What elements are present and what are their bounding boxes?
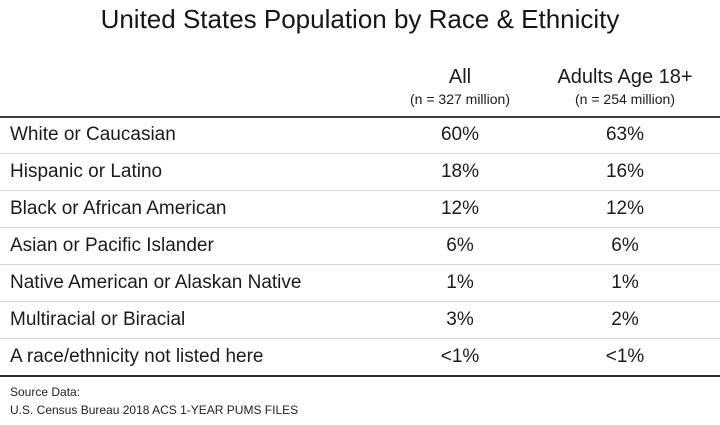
cell-adults-value: 63% xyxy=(530,116,720,155)
table-row: A race/ethnicity not listed here <1% <1% xyxy=(0,338,720,377)
cell-all-value: 12% xyxy=(390,190,530,229)
cell-adults-value: <1% xyxy=(530,338,720,377)
row-label: Native American or Alaskan Native xyxy=(0,264,390,303)
table-row: Native American or Alaskan Native 1% 1% xyxy=(0,264,720,303)
cell-all-value: 60% xyxy=(390,116,530,155)
table-row: Multiracial or Biracial 3% 2% xyxy=(0,301,720,340)
table-header-row: All (n = 327 million) Adults Age 18+ (n … xyxy=(0,34,720,118)
row-label: Asian or Pacific Islander xyxy=(0,227,390,266)
cell-all-value: 18% xyxy=(390,153,530,192)
table-row: Asian or Pacific Islander 6% 6% xyxy=(0,227,720,266)
row-label: Multiracial or Biracial xyxy=(0,301,390,340)
cell-adults-value: 6% xyxy=(530,227,720,266)
cell-adults-value: 1% xyxy=(530,264,720,303)
cell-adults-value: 16% xyxy=(530,153,720,192)
cell-all-value: 1% xyxy=(390,264,530,303)
source-note: Source Data: U.S. Census Bureau 2018 ACS… xyxy=(10,383,720,419)
cell-all-value: 3% xyxy=(390,301,530,340)
column-header-all: All (n = 327 million) xyxy=(390,34,530,118)
row-label: Hispanic or Latino xyxy=(0,153,390,192)
row-label: A race/ethnicity not listed here xyxy=(0,338,390,377)
column-header-adults-subtitle: (n = 254 million) xyxy=(575,90,675,107)
table-row: Black or African American 12% 12% xyxy=(0,190,720,229)
page-title: United States Population by Race & Ethni… xyxy=(100,4,620,34)
cell-adults-value: 12% xyxy=(530,190,720,229)
column-header-empty xyxy=(0,34,390,118)
row-label: Black or African American xyxy=(0,190,390,229)
source-text: U.S. Census Bureau 2018 ACS 1-YEAR PUMS … xyxy=(10,402,299,417)
column-header-adults: Adults Age 18+ (n = 254 million) xyxy=(530,34,720,118)
cell-all-value: <1% xyxy=(390,338,530,377)
column-header-all-label: All xyxy=(448,65,472,88)
table-row: White or Caucasian 60% 63% xyxy=(0,116,720,155)
population-table: All (n = 327 million) Adults Age 18+ (n … xyxy=(0,34,720,377)
column-header-adults-label: Adults Age 18+ xyxy=(557,65,693,88)
column-header-all-subtitle: (n = 327 million) xyxy=(410,90,510,107)
source-label: Source Data: xyxy=(10,384,81,399)
row-label: White or Caucasian xyxy=(0,116,390,155)
cell-adults-value: 2% xyxy=(530,301,720,340)
table-row: Hispanic or Latino 18% 16% xyxy=(0,153,720,192)
cell-all-value: 6% xyxy=(390,227,530,266)
